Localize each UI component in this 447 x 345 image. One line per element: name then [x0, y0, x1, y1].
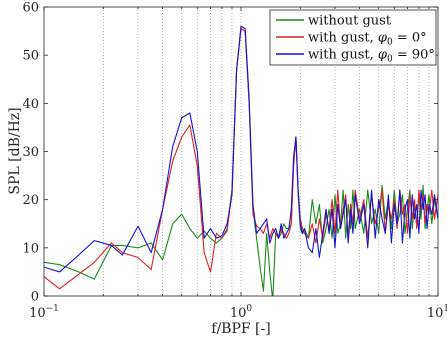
x-tick-label: 10−1 — [29, 304, 59, 321]
y-axis-label: SPL [dB/Hz] — [7, 107, 23, 194]
series-line-1 — [44, 28, 438, 296]
legend: without gust with gust, φ0 = 0°with gust,… — [269, 9, 437, 66]
x-tick-label: 100 — [230, 304, 253, 321]
y-tick-label: 50 — [22, 49, 39, 64]
series-layer — [44, 25, 438, 296]
x-axis-label: f/BPF [-] — [211, 321, 270, 337]
y-tick-label: 60 — [22, 1, 39, 16]
y-tick-label: 20 — [22, 193, 39, 208]
y-tick-label: 0 — [31, 290, 39, 305]
x-tick-label: 101 — [427, 304, 447, 321]
legend-label: with gust, φ0 = 90° — [308, 48, 435, 65]
series-line-3 — [44, 25, 438, 273]
y-tick-label: 10 — [22, 241, 39, 256]
series-line-2 — [44, 28, 438, 290]
y-tick-label: 30 — [22, 145, 39, 160]
legend-label: with gust, φ0 = 0° — [308, 31, 427, 48]
axis-ticks — [43, 6, 439, 297]
tick-labels: 0 10 20 30 40 50 60 10−1 100 101 — [22, 1, 447, 322]
legend-label: without gust — [308, 14, 392, 29]
y-tick-label: 40 — [22, 97, 39, 112]
